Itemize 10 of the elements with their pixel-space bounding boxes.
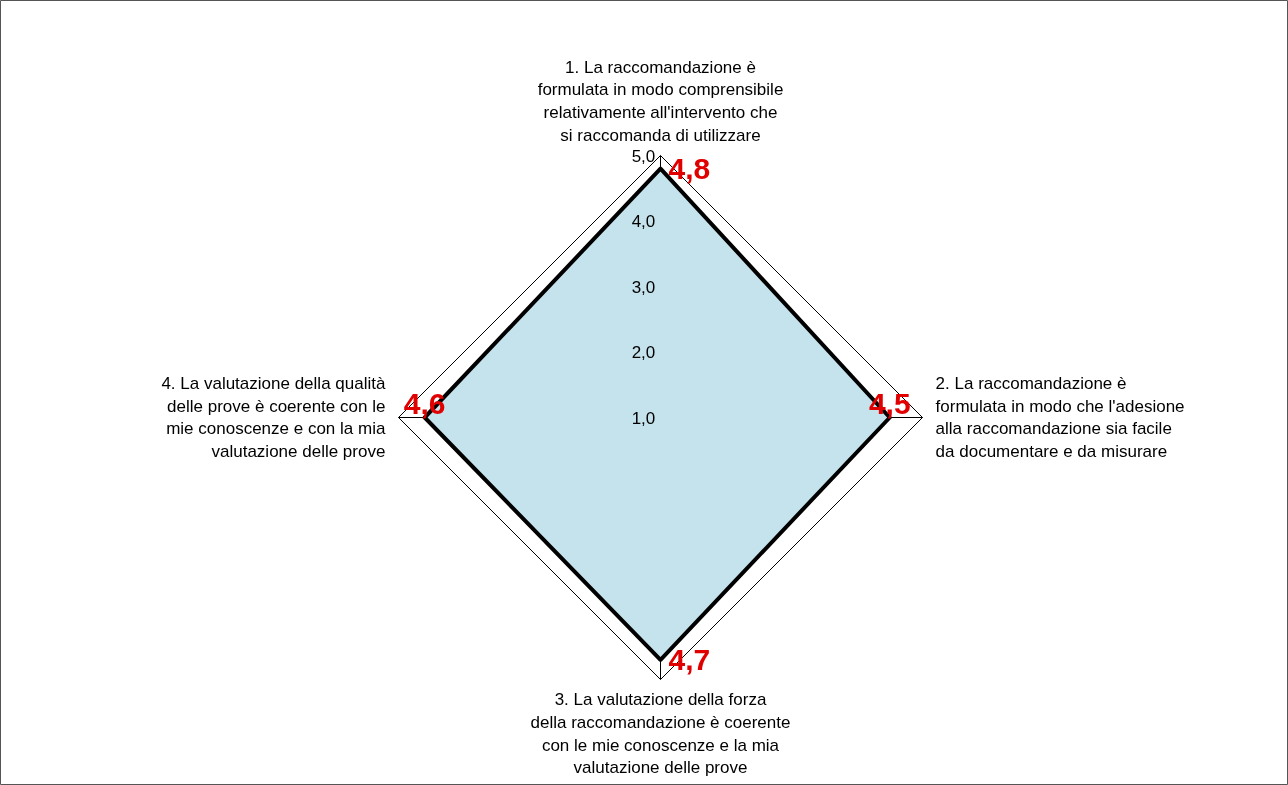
spoke-label: 4. La valutazione della qualità delle prove è coerente con le mie conoscenze e con la mia valutazione delle prove [161, 373, 386, 462]
spoke-label: 1. La raccomandazione è formulata in modo comprensibile relativamente all'intervento che si raccomanda di utilizzare [537, 57, 784, 146]
spoke-label: 2. La raccomandazione è formulata in modo che l'adesione alla raccomandazione sia facile da documentare e da misurare [935, 373, 1185, 462]
y-tick-label: 3,0 [631, 277, 656, 297]
y-tick-label: 2,0 [631, 343, 656, 362]
data-label: 4,8 [668, 151, 711, 185]
y-tick-label: 1,0 [631, 408, 656, 428]
y-tick-label: 5,0 [631, 146, 656, 166]
spoke-label: 3. La valutazione della forza della raccomandazione è coerente con le mie conoscenze e la mia valutazione delle prove [530, 689, 791, 778]
y-tick-label: 4,0 [631, 212, 656, 231]
